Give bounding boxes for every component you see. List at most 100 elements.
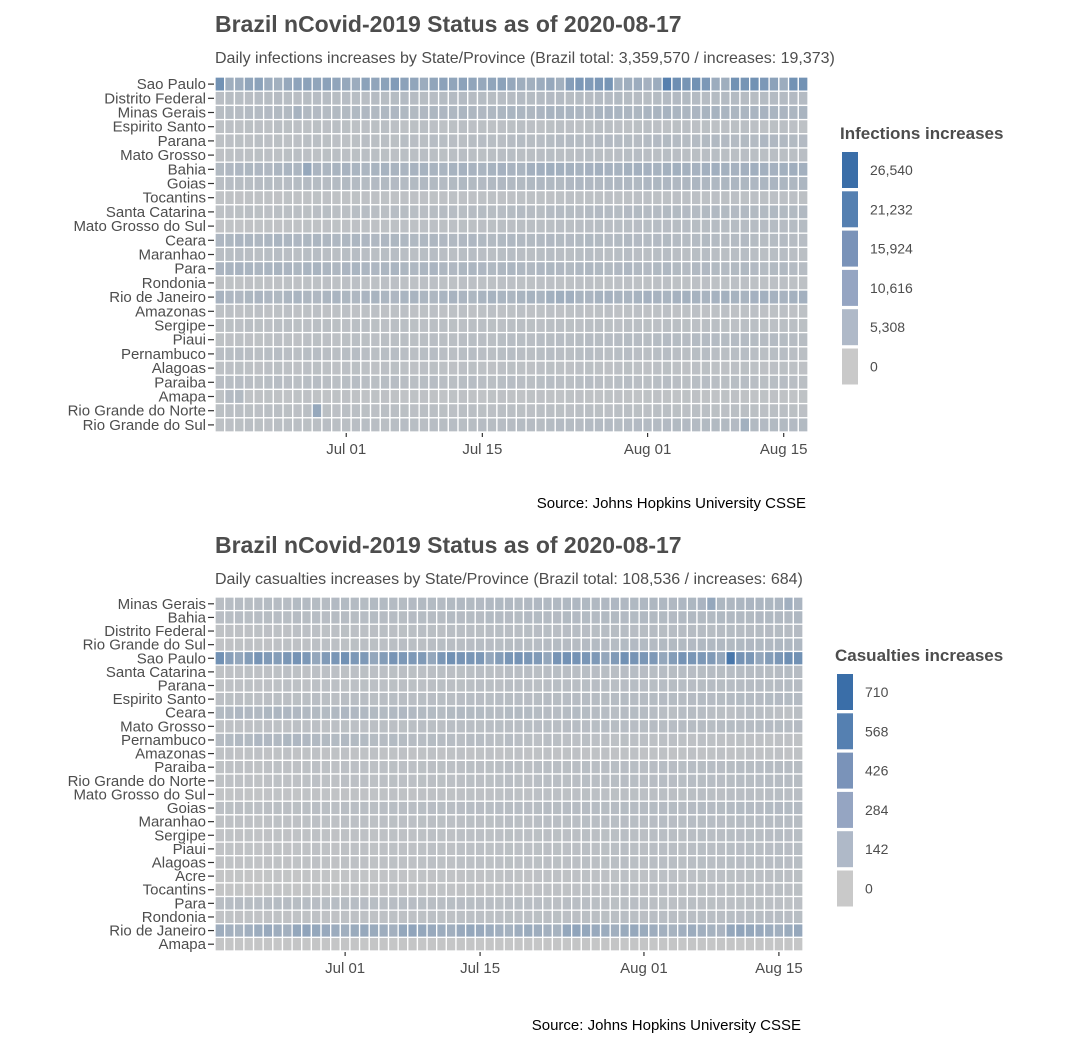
heatmap-tile	[503, 909, 515, 925]
heatmap-tile	[272, 260, 284, 277]
row-label: Rio de Janeiro	[109, 289, 206, 306]
heatmap-tile	[505, 402, 518, 419]
heatmap-tile	[622, 417, 634, 433]
heatmap-tile	[648, 664, 660, 680]
heatmap-tile	[282, 331, 294, 348]
heatmap-tile	[680, 289, 692, 305]
heatmap-tile	[360, 232, 372, 249]
heatmap-tile	[638, 786, 650, 802]
heatmap-tile	[628, 895, 640, 911]
heatmap-tile	[369, 346, 381, 362]
heatmap-tile	[253, 204, 265, 220]
heatmap-tile	[797, 104, 809, 121]
heatmap-tile	[310, 664, 322, 680]
heatmap-tile	[758, 76, 770, 92]
heatmap-tile	[368, 637, 380, 653]
heatmap-tile	[729, 275, 741, 291]
heatmap-tile	[262, 303, 274, 320]
heatmap-tile	[349, 609, 361, 625]
heatmap-tile	[493, 800, 505, 816]
heatmap-tile	[252, 923, 264, 939]
heatmap-tile	[667, 868, 679, 884]
heatmap-tile	[282, 76, 294, 92]
heatmap-tile	[768, 275, 780, 291]
heatmap-tile	[628, 650, 640, 666]
heatmap-tile	[484, 623, 496, 639]
heatmap-tile	[603, 118, 615, 135]
row-label: Santa Catarina	[106, 664, 207, 681]
heatmap-tile	[252, 691, 264, 707]
heatmap-tile	[320, 650, 332, 666]
heatmap-tile	[301, 936, 313, 952]
heatmap-tile	[408, 133, 420, 149]
heatmap-tile	[773, 895, 785, 911]
heatmap-tile	[744, 732, 756, 748]
heatmap-tile	[513, 705, 525, 721]
heatmap-tile	[763, 895, 775, 911]
row-label: Espirito Santo	[113, 119, 206, 136]
heatmap-tile	[311, 104, 323, 121]
heatmap-tile	[513, 691, 525, 707]
heatmap-tile	[379, 232, 391, 249]
heatmap-tile	[243, 218, 255, 234]
heatmap-tile	[368, 841, 380, 857]
heatmap-tile	[661, 417, 673, 433]
heatmap-tile	[535, 246, 547, 263]
heatmap-tile	[474, 923, 486, 939]
heatmap-tile	[436, 841, 447, 857]
heatmap-tile	[445, 868, 457, 884]
heatmap-tile	[690, 189, 702, 206]
heatmap-tile	[349, 936, 361, 952]
heatmap-tile	[272, 732, 284, 748]
heatmap-tile	[340, 90, 352, 107]
heatmap-tile	[224, 189, 236, 206]
heatmap-tile	[561, 827, 573, 843]
heatmap-tile	[787, 104, 799, 121]
heatmap-tile	[729, 317, 741, 334]
heatmap-tile	[574, 317, 586, 334]
heatmap-tile	[719, 360, 731, 376]
heatmap-tile	[609, 827, 621, 843]
heatmap-tile	[214, 90, 226, 107]
heatmap-tile	[661, 260, 673, 277]
heatmap-tile	[379, 118, 391, 135]
heatmap-tile	[301, 402, 313, 419]
heatmap-tile	[358, 705, 370, 721]
heatmap-tile	[619, 841, 631, 857]
heatmap-tile	[464, 596, 476, 612]
heatmap-tile	[522, 800, 534, 816]
heatmap-tile	[628, 664, 640, 680]
x-tick-label: Aug 15	[760, 441, 808, 458]
heatmap-tile	[632, 317, 644, 334]
heatmap-tile	[725, 773, 737, 789]
heatmap-tile	[301, 650, 313, 666]
heatmap-tile	[648, 841, 660, 857]
heatmap-tile	[729, 360, 741, 376]
heatmap-tile	[282, 104, 294, 121]
heatmap-tile	[457, 331, 469, 348]
heatmap-tile	[262, 664, 274, 680]
heatmap-tile	[503, 800, 515, 816]
heatmap-tile	[467, 260, 479, 277]
heatmap-tile	[590, 759, 602, 775]
heatmap-tile	[389, 360, 401, 376]
heatmap-tile	[705, 923, 717, 939]
heatmap-tile	[369, 118, 381, 135]
heatmap-tile	[710, 360, 722, 376]
heatmap-tile	[368, 855, 380, 870]
heatmap-tile	[561, 718, 573, 734]
heatmap-tile	[349, 623, 361, 639]
heatmap-tile	[619, 786, 631, 802]
heatmap-tile	[749, 218, 761, 234]
heatmap-tile	[661, 104, 673, 121]
heatmap-tile	[744, 814, 756, 830]
heatmap-tile	[700, 303, 712, 320]
heatmap-tile	[291, 773, 303, 789]
heatmap-tile	[561, 814, 573, 830]
heatmap-tile	[455, 637, 467, 653]
heatmap-tile	[583, 275, 595, 291]
heatmap-tile	[272, 855, 284, 870]
heatmap-tile	[734, 691, 746, 707]
heatmap-tile	[214, 175, 226, 192]
heatmap-tile	[426, 609, 438, 625]
